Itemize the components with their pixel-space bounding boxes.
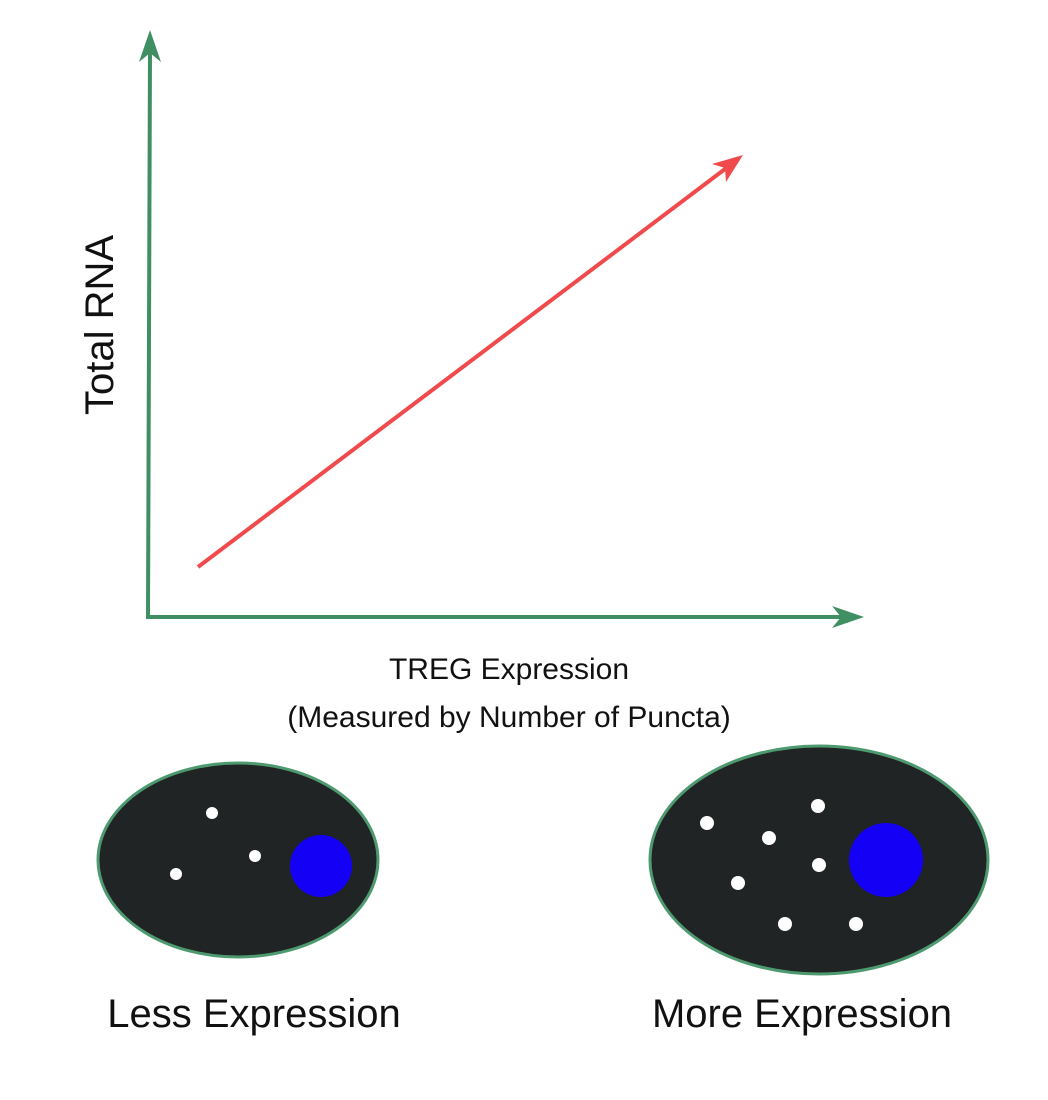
- punctum: [778, 917, 792, 931]
- y-axis-arrowhead: [139, 30, 161, 62]
- cell-body: [96, 761, 380, 959]
- punctum: [849, 917, 863, 931]
- x-axis-title-line-1: TREG Expression: [389, 653, 629, 686]
- puncta-group: [700, 799, 863, 931]
- punctum: [731, 876, 745, 890]
- cell-less-expression: [96, 761, 380, 959]
- y-axis-line: [146, 47, 152, 618]
- punctum: [762, 831, 776, 845]
- trend-arrow: [196, 155, 743, 569]
- punctum: [206, 807, 218, 819]
- nucleus: [849, 823, 923, 897]
- cell-caption-less-expression: Less Expression: [107, 992, 400, 1036]
- x-axis-arrowhead: [832, 606, 864, 628]
- punctum: [249, 850, 261, 862]
- x-axis-title-line-2: (Measured by Number of Puncta): [287, 701, 731, 734]
- cell-caption-more-expression: More Expression: [652, 992, 952, 1036]
- punctum: [812, 858, 826, 872]
- nucleus: [290, 835, 352, 897]
- y-axis-title: Total RNA: [78, 235, 122, 415]
- puncta-group: [170, 807, 261, 880]
- punctum: [700, 816, 714, 830]
- punctum: [170, 868, 182, 880]
- trend-arrowhead: [712, 155, 743, 182]
- punctum: [811, 799, 825, 813]
- cell-more-expression: [648, 744, 990, 976]
- trend-line: [196, 164, 731, 569]
- axes: [139, 30, 864, 628]
